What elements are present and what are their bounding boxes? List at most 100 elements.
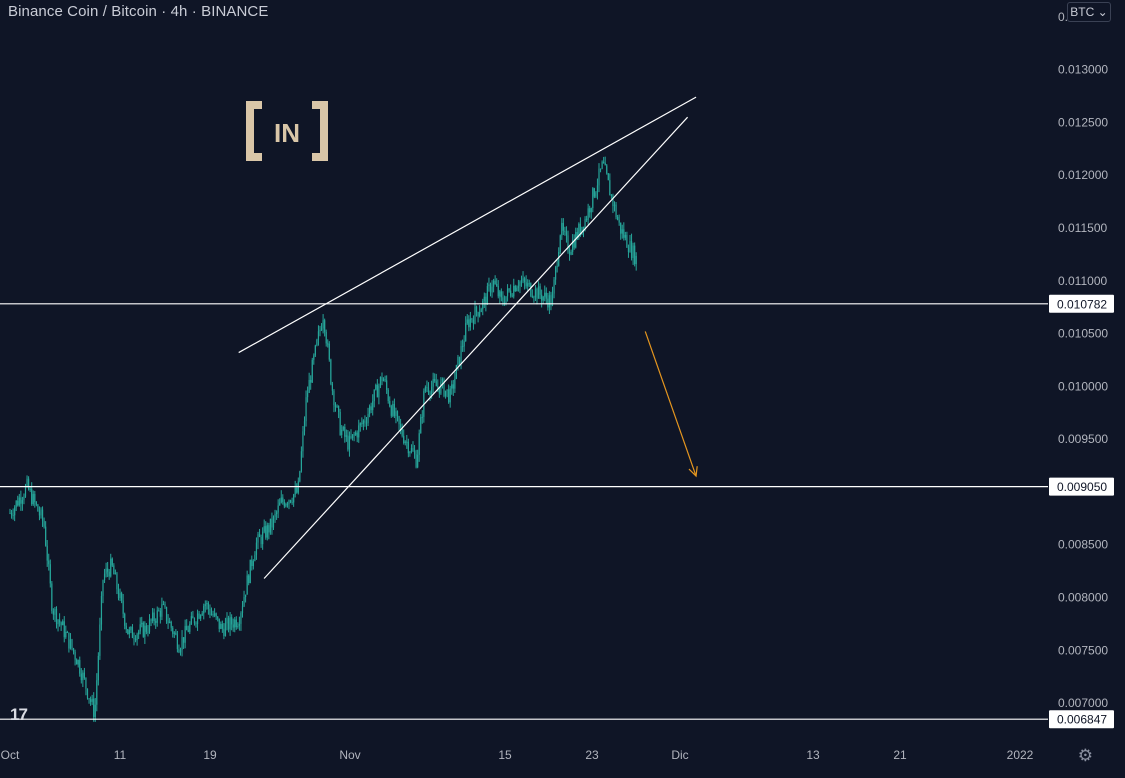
candle-body [519,281,521,287]
logo-left-bracket [246,101,262,161]
candle-body [40,509,42,516]
candle-body [440,381,442,394]
candle-body [350,436,352,439]
candle-body [462,346,464,348]
candle-body [17,500,19,506]
candle-body [358,425,360,438]
time-tick-label: Nov [339,748,360,762]
gear-icon[interactable]: ⚙ [1077,746,1093,765]
candle-body [57,619,59,625]
candle-body [390,406,392,416]
price-tick-label: 0.011000 [1058,274,1107,288]
candle-body [409,452,411,454]
candle-body [500,291,502,298]
candle-body [41,509,44,521]
candle-body [634,245,636,265]
candle-body [565,231,568,236]
candle-body [516,287,518,292]
candle-body [159,610,161,617]
candle-body [410,448,413,453]
time-axis[interactable]: Oct 11 19 Nov 15 23 Dic 13 21 2022 [1,748,1034,762]
candle-body [214,613,216,616]
candle-body [305,397,307,422]
candle-body [97,655,99,681]
candle-body [361,423,363,425]
candle-body [629,240,631,253]
candle-body [167,621,169,623]
candle-body [201,613,203,616]
candle-body [545,292,547,299]
candle-body [434,379,436,382]
candle-body [477,312,479,317]
candle-body [303,421,306,432]
candle-body [94,704,96,717]
level-price-label-bg [1049,710,1114,729]
candle-body [517,286,519,288]
candle-body [192,616,194,619]
candle-body [480,309,482,313]
candle-body [489,284,492,293]
candle-body [172,627,174,634]
logo-right-bracket [312,101,328,161]
candle-body [99,624,101,656]
candle-body [206,603,208,605]
level-price-label-bg [1049,294,1114,313]
candle-body [285,503,287,507]
candle-body [497,285,499,297]
level-price-label: 0.006847 [1057,713,1107,727]
candle-body [218,618,220,629]
candle-body [365,422,368,424]
candle-body [530,283,532,296]
candle-body [384,379,386,381]
candle-body [254,554,256,562]
candle-body [613,204,616,207]
candle-body [162,604,165,606]
candle-body [155,621,157,623]
candle-body [63,621,65,638]
candle-body [544,292,546,297]
candle-body [283,501,285,507]
candle-body [435,381,437,387]
candle-body [505,296,507,305]
candle-body [336,405,338,407]
candle-body [245,594,247,597]
candle-body [342,426,344,430]
candle-body [114,573,116,575]
candle-body [620,222,622,234]
price-tick-label: 0.012000 [1058,168,1108,182]
logo-text: IN [274,118,300,148]
candle-body [286,503,289,505]
candle-body [596,185,599,193]
candle-body [466,319,468,324]
currency-selector[interactable]: BTC ⌄ [1067,2,1111,22]
candle-body [576,232,578,238]
candle-body [190,616,192,624]
candle-body [279,502,281,506]
candle-body [110,558,112,577]
price-tick-label: 0.012500 [1058,115,1108,129]
candle-body [276,512,278,514]
time-tick-label: 15 [498,748,512,762]
candle-body [330,359,332,384]
candle-body [293,494,295,503]
candle-body [387,389,389,401]
candle-body [231,617,233,625]
candle-body [520,281,523,283]
candle-body [100,595,103,625]
candle-body [268,525,270,533]
candle-body [506,288,509,297]
candle-body [539,286,541,295]
candle-body [493,280,495,287]
price-tick-label: 0.011500 [1058,221,1107,235]
candle-body [277,505,279,513]
candle-body [82,672,84,681]
candle-body [127,629,129,635]
trendlines[interactable] [238,96,698,579]
candle-body [203,605,205,614]
candle-body [547,298,549,308]
candle-body [458,356,461,365]
horizontal-levels[interactable]: 0.010782 0.009050 0.006847 [0,294,1114,729]
candle-body [204,604,206,606]
